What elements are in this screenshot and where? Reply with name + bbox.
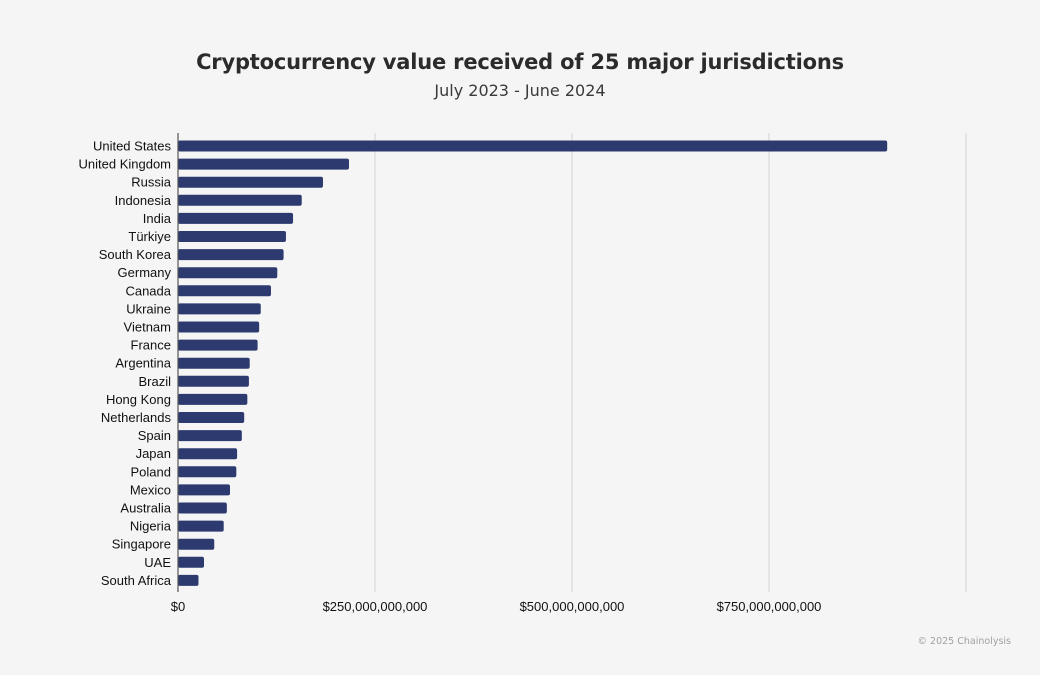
category-label: Argentina <box>115 356 171 371</box>
bar <box>178 267 278 279</box>
category-label: Indonesia <box>115 193 172 208</box>
category-label: Netherlands <box>101 410 172 425</box>
chart-title: Cryptocurrency value received of 25 majo… <box>196 50 844 74</box>
x-tick-label: $250,000,000,000 <box>323 599 428 614</box>
bar <box>178 430 242 442</box>
category-label: Ukraine <box>126 301 171 316</box>
category-label: Vietnam <box>124 320 171 335</box>
bar <box>178 520 224 532</box>
bar <box>178 140 888 152</box>
chart-subtitle: July 2023 - June 2024 <box>434 81 606 100</box>
bar <box>178 176 323 188</box>
category-label: Nigeria <box>130 519 172 534</box>
category-label: United States <box>93 139 172 154</box>
bar <box>178 303 261 315</box>
bar <box>178 357 250 369</box>
bar <box>178 538 215 550</box>
category-label: India <box>143 211 172 226</box>
x-tick-label: $500,000,000,000 <box>520 599 625 614</box>
category-label: France <box>131 338 171 353</box>
bar <box>178 375 249 387</box>
category-label: Germany <box>118 265 172 280</box>
category-label: Hong Kong <box>106 392 171 407</box>
bar <box>178 212 294 224</box>
category-label: South Korea <box>99 247 172 262</box>
bar <box>178 556 205 568</box>
bar <box>178 412 245 423</box>
category-label: Türkiye <box>128 229 171 244</box>
category-label: Singapore <box>112 537 171 552</box>
bar <box>178 448 238 460</box>
bar <box>178 574 199 586</box>
category-label: Australia <box>120 501 171 516</box>
category-label: Poland <box>131 464 171 479</box>
copyright-credit: © 2025 Chainolysis <box>917 636 1011 647</box>
category-label: Canada <box>125 283 171 298</box>
bar <box>178 194 302 206</box>
bar <box>178 484 231 496</box>
category-label: UAE <box>144 555 171 570</box>
bar <box>178 231 286 242</box>
category-label: United Kingdom <box>79 157 172 172</box>
category-label: Japan <box>136 446 171 461</box>
bar <box>178 158 349 170</box>
category-label: Mexico <box>130 482 171 497</box>
category-label: Russia <box>131 175 172 190</box>
category-label: South Africa <box>101 573 172 588</box>
bar <box>178 285 271 297</box>
category-label: Brazil <box>138 374 171 389</box>
bar <box>178 393 248 405</box>
bar <box>178 321 260 333</box>
bar <box>178 502 227 514</box>
bar <box>178 339 258 351</box>
x-tick-label: $750,000,000,000 <box>717 599 822 614</box>
bar <box>178 466 237 478</box>
category-label: Spain <box>138 428 171 443</box>
x-tick-label: $0 <box>171 599 185 614</box>
bar <box>178 249 284 261</box>
